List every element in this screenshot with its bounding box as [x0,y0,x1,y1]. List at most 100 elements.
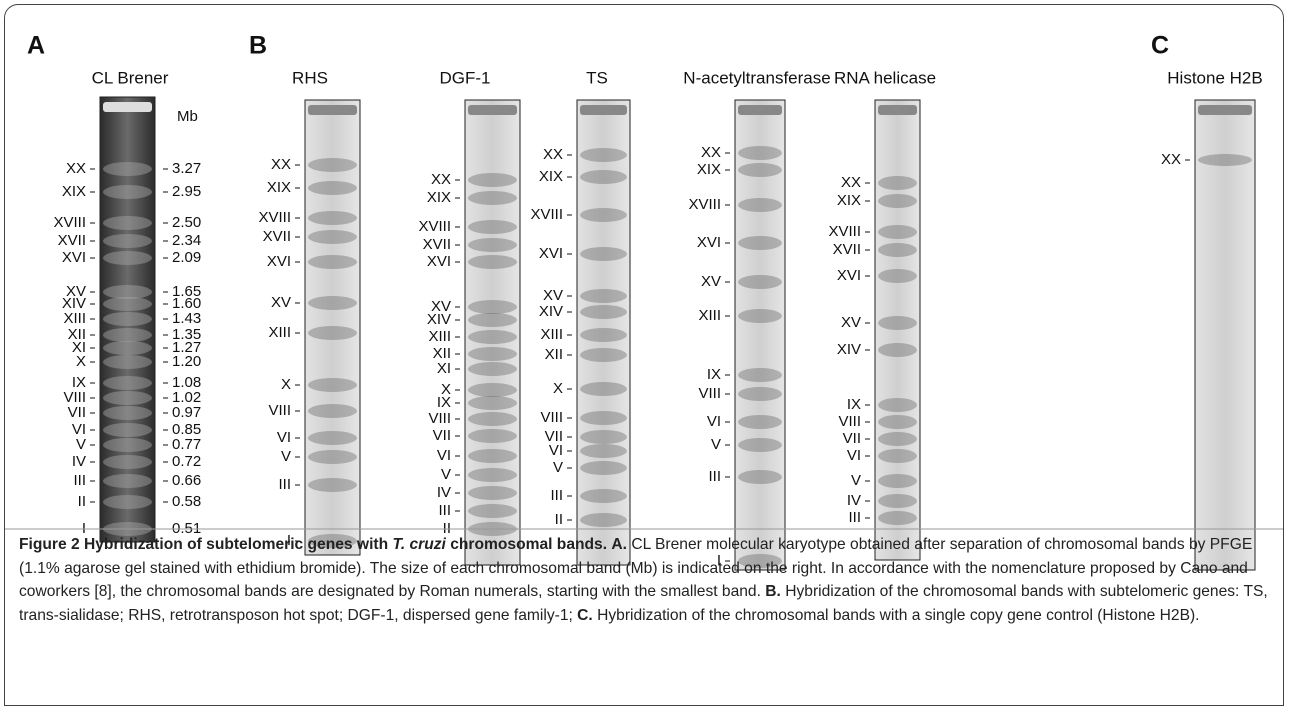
gel-band [308,230,357,244]
band-label: XVII [263,228,291,245]
size-label: 0.58 [172,493,201,510]
band-label: VI [437,447,451,464]
band-label: XIV [427,311,451,328]
band-label: XIX [837,192,861,209]
gel-band [308,211,357,225]
gel-band [103,438,152,452]
gel-band [580,328,627,342]
gel-band [103,455,152,469]
gel-band [738,368,782,382]
band-label: V [281,448,291,465]
band-label: XVIII [258,209,291,226]
band-label: IV [847,492,861,509]
band-label: XV [841,314,861,331]
lane-title: Histone H2B [1167,68,1262,87]
gel-band [738,470,782,484]
band-label: XIV [837,341,861,358]
gel-well [580,105,627,115]
gel-band [468,255,517,269]
gel-band [580,289,627,303]
size-label: 0.72 [172,453,201,470]
gel-band [738,387,782,401]
gel-band [308,296,357,310]
gel-band [878,176,917,190]
gel-band [580,208,627,222]
band-label: X [553,380,563,397]
band-label: XX [271,156,291,173]
gel-band [580,489,627,503]
band-label: V [76,436,86,453]
lane-title: RNA helicase [834,68,936,87]
band-label: XV [271,294,291,311]
gel-band [580,348,627,362]
band-label: VI [549,442,563,459]
size-label: 2.95 [172,183,201,200]
band-label: XIII [63,310,86,327]
caption-title: Hybridization of subtelomeric genes with… [84,536,607,553]
band-label: XV [701,273,721,290]
band-label: XVII [423,236,451,253]
band-label: XX [543,146,563,163]
gel-band [580,148,627,162]
gel-band [468,504,517,518]
caption-title-text: Hybridization of subtelomeric genes with [84,536,392,553]
panel-letter: C [1151,32,1169,60]
gel-band [468,449,517,463]
gel-band [103,474,152,488]
band-label: V [553,459,563,476]
band-label: XVIII [688,196,721,213]
gel-band [468,238,517,252]
lane-title: TS [586,68,608,87]
gel-well [308,105,357,115]
band-label: XIV [539,303,563,320]
band-label: XVI [62,249,86,266]
gel-band [580,382,627,396]
band-label: XIII [540,326,563,343]
band-label: II [555,511,563,528]
gel-band [308,181,357,195]
gel-band [468,300,517,314]
gel-band [103,162,152,176]
gel-band [103,251,152,265]
gel-band [468,313,517,327]
size-label: 0.97 [172,404,201,421]
gel-band [878,316,917,330]
caption-part-letter: A. [611,536,627,553]
band-label: XX [66,160,86,177]
band-label: IV [72,453,86,470]
size-label: 3.27 [172,160,201,177]
gel-well [468,105,517,115]
gel-band [308,158,357,172]
band-label: III [708,468,721,485]
gel-band [308,431,357,445]
band-label: XIX [267,179,291,196]
gel-well [1198,105,1252,115]
gel-band [308,450,357,464]
band-label: VIII [268,402,291,419]
gel-band [103,328,152,342]
gel-band [468,347,517,361]
gel-band [308,404,357,418]
gel-band [580,411,627,425]
gel-band [468,362,517,376]
gel-band [103,355,152,369]
figure-label: Figure 2 [19,536,80,553]
band-label: XI [437,360,451,377]
band-label: XIII [428,328,451,345]
gel-band [103,297,152,311]
gel-band [103,285,152,299]
band-label: III [438,502,451,519]
panel-letter: B [249,32,267,60]
gel-band [468,396,517,410]
caption-title-text: chromosomal bands. [446,536,607,553]
size-label: 2.50 [172,214,201,231]
gel-band [878,432,917,446]
gel-band [738,309,782,323]
gel-band [738,275,782,289]
band-label: XIII [698,307,721,324]
gel-band [738,198,782,212]
gel-band [468,191,517,205]
band-label: XVI [837,267,861,284]
gel-band [738,438,782,452]
gel-band [468,412,517,426]
